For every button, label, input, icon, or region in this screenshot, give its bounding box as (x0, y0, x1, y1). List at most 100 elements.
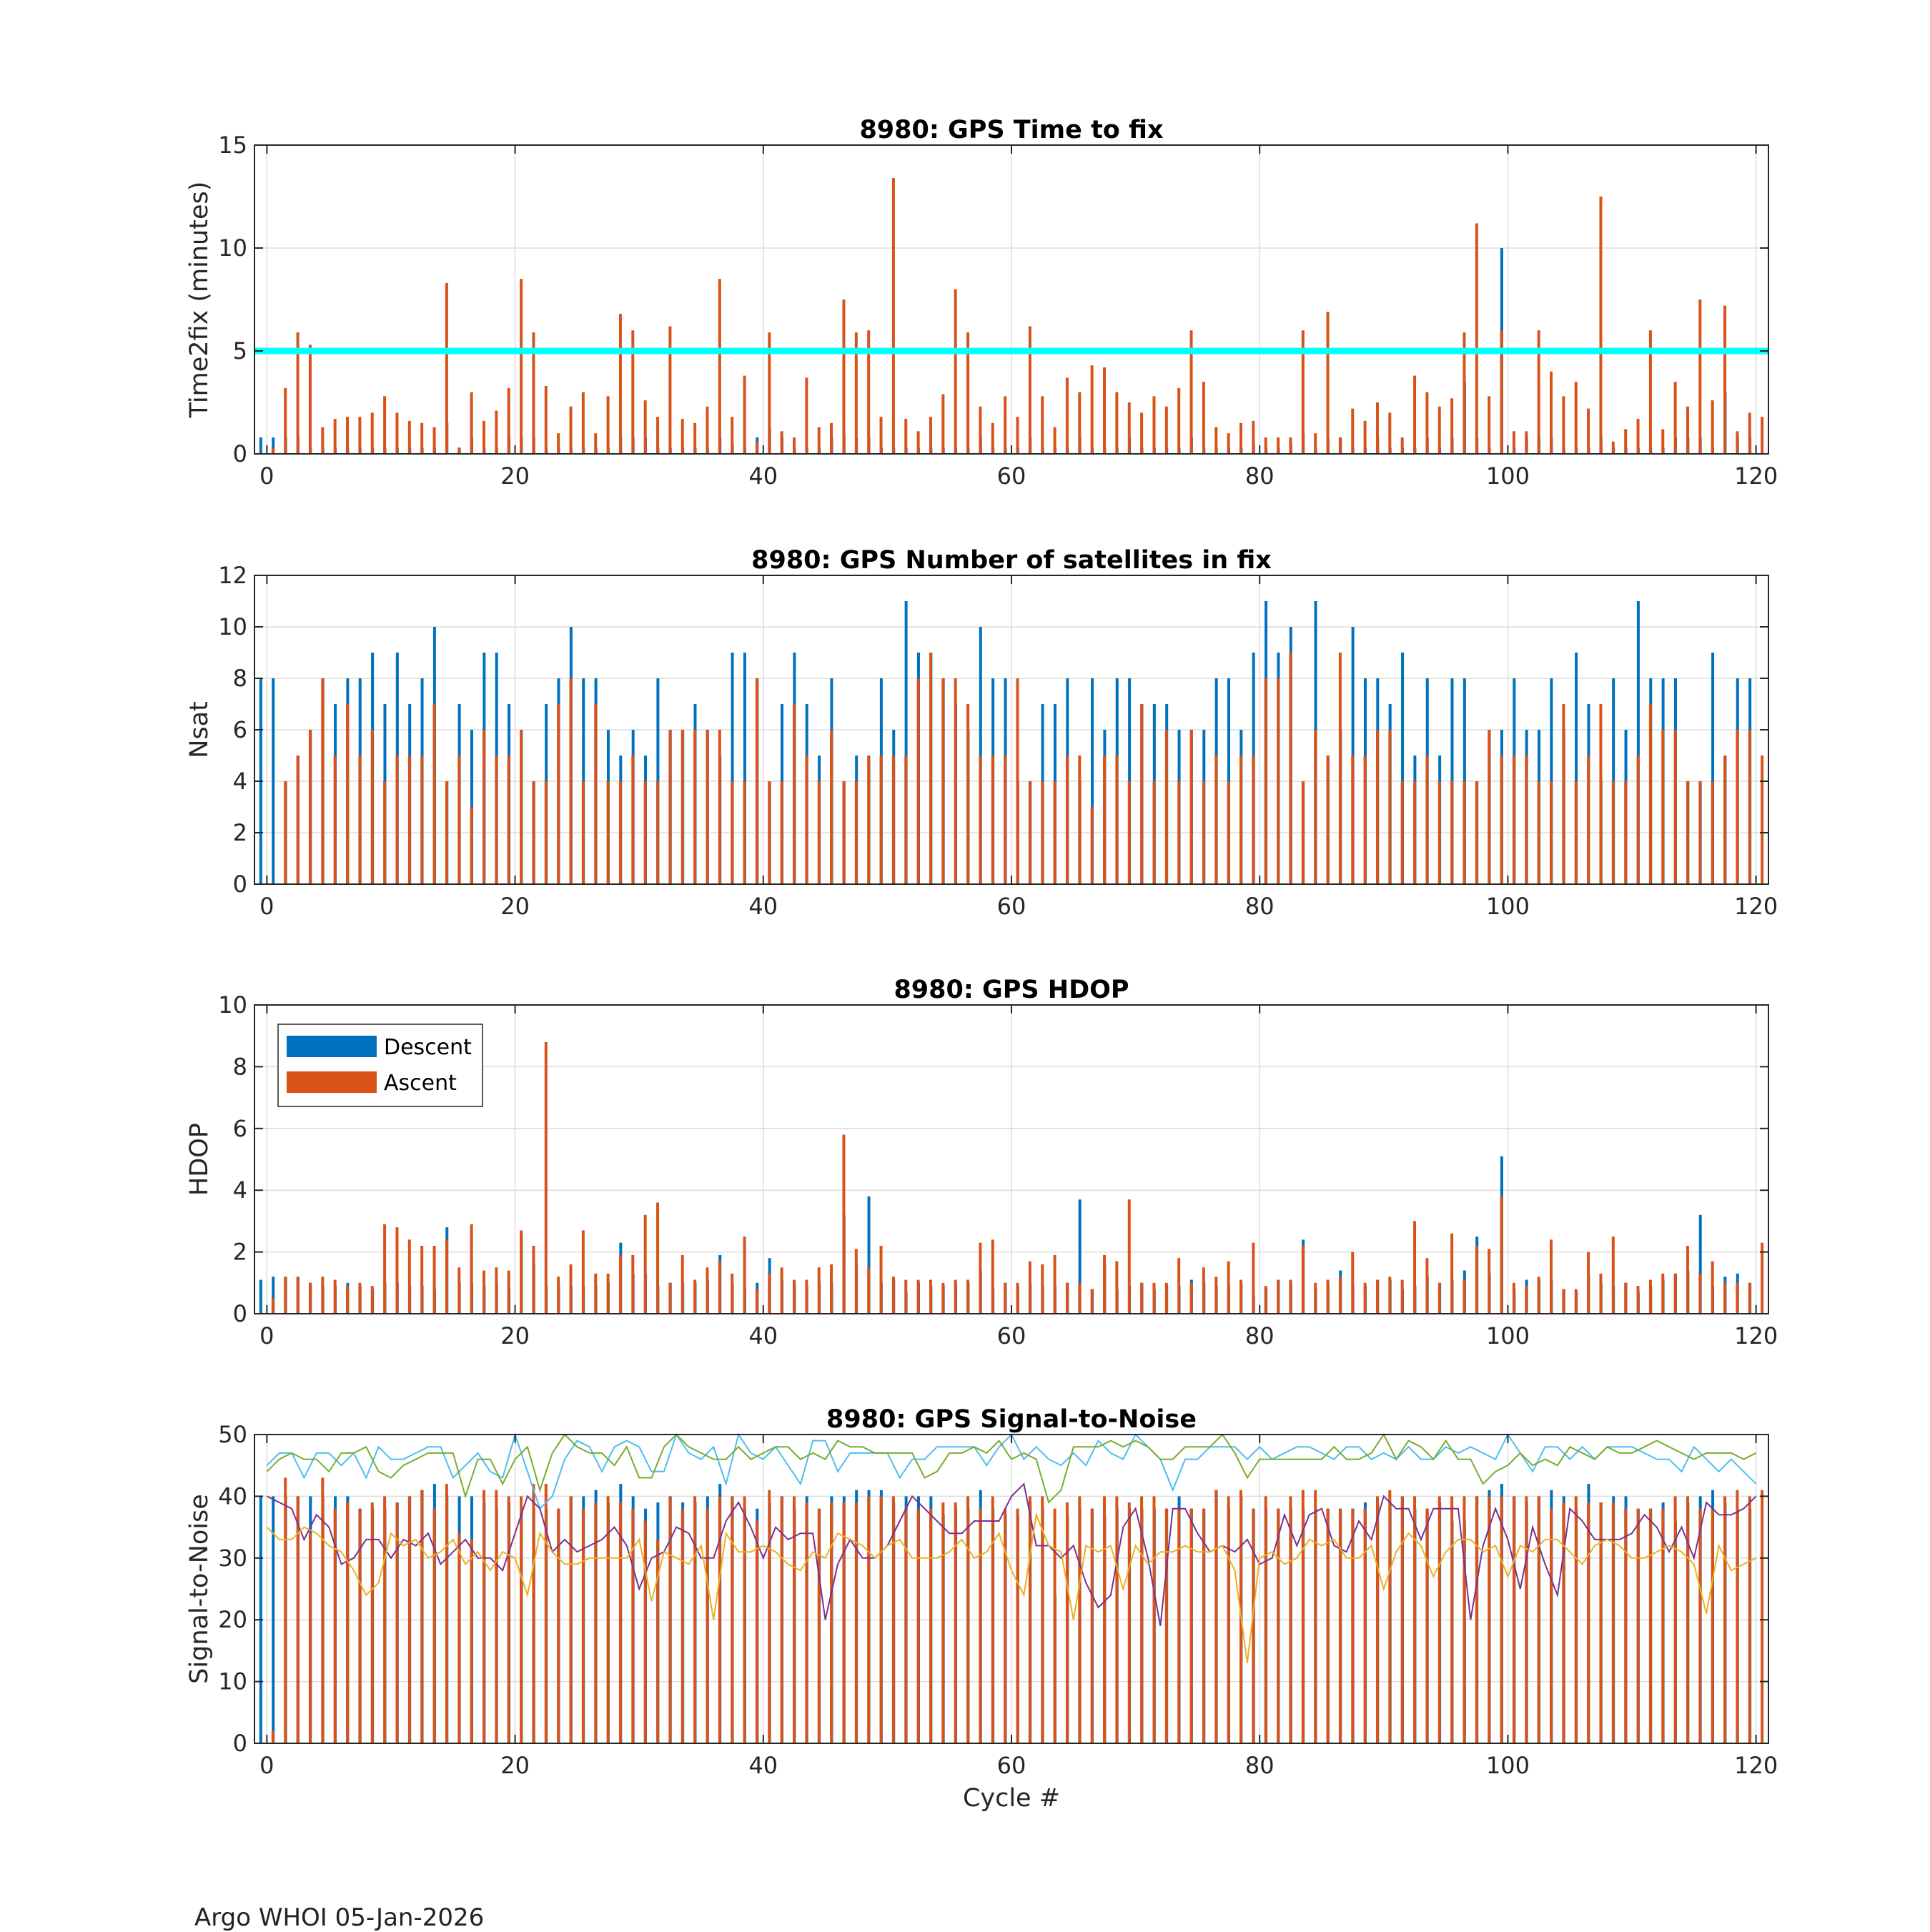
ascent-bar-100 (1512, 756, 1515, 884)
ascent-bar-65 (1078, 1282, 1082, 1314)
ascent-bar-85 (1326, 1508, 1330, 1743)
bars (259, 1041, 1764, 1314)
ascent-bar-86 (1338, 1508, 1342, 1743)
ascent-bar-58 (991, 422, 994, 454)
ascent-bar-93 (1425, 1258, 1429, 1314)
descent-bar-66 (1078, 1199, 1082, 1314)
ascent-bar-42 (793, 1279, 796, 1314)
ascent-bar-47 (854, 332, 858, 454)
ascent-bar-110 (1636, 1286, 1640, 1314)
y-tick-label: 2 (233, 1239, 247, 1266)
ascent-bar-109 (1624, 429, 1628, 454)
ascent-bar-17 (482, 730, 485, 884)
descent-bar-52 (904, 601, 908, 884)
ascent-bar-91 (1400, 1279, 1404, 1314)
ascent-bar-75 (1202, 781, 1205, 884)
ascent-bar-71 (1152, 781, 1156, 884)
ascent-bar-11 (407, 756, 411, 884)
ascent-bar-14 (445, 1239, 448, 1314)
ascent-bar-40 (768, 1490, 771, 1743)
ascent-bar-40 (768, 781, 771, 884)
ascent-bar-7 (358, 1282, 362, 1314)
ascent-bar-8 (370, 730, 374, 884)
ascent-bar-97 (1475, 1496, 1478, 1743)
ascent-bar-43 (805, 1502, 808, 1743)
ascent-bar-117 (1723, 1496, 1727, 1743)
ascent-bar-68 (1115, 1261, 1119, 1314)
ascent-bar-95 (1450, 781, 1454, 884)
ascent-bar-73 (1177, 1258, 1181, 1314)
legend-descent-label: Descent (384, 1035, 472, 1060)
ascent-bar-83 (1301, 1490, 1305, 1743)
ascent-bar-56 (966, 1496, 970, 1743)
ascent-bar-112 (1661, 429, 1665, 454)
ascent-bar-94 (1437, 781, 1441, 884)
ascent-bar-54 (941, 394, 945, 454)
ascent-bar-72 (1164, 1282, 1168, 1314)
ascent-bar-70 (1140, 412, 1144, 454)
ascent-bar-12 (420, 1490, 424, 1743)
ascent-bar-28 (618, 1502, 622, 1743)
ascent-bar-1 (284, 387, 287, 454)
ascent-bar-55 (954, 1279, 957, 1314)
ascent-bar-23 (557, 704, 560, 884)
y-axis-label: HDOP (185, 1123, 214, 1196)
ascent-bar-28 (618, 314, 622, 454)
ascent-bar-48 (867, 756, 871, 884)
ascent-bar-16 (470, 392, 473, 454)
ascent-bar-19 (507, 387, 510, 454)
x-tick-label: 20 (500, 462, 530, 490)
ascent-bar-36 (718, 730, 721, 884)
ascent-bar-92 (1413, 1221, 1417, 1314)
ascent-bar-27 (606, 781, 610, 884)
ascent-bar-64 (1065, 756, 1069, 884)
ascent-bar-80 (1264, 1496, 1267, 1743)
footer-stamp: Argo WHOI 05-Jan-2026 (194, 1903, 485, 1932)
ascent-bar-44 (817, 427, 821, 454)
ascent-bar-37 (731, 1273, 734, 1314)
ascent-bar-105 (1574, 1496, 1578, 1743)
descent-bar-0 (259, 437, 262, 454)
ascent-bar-26 (594, 1273, 598, 1314)
ascent-bar-102 (1537, 330, 1540, 454)
ascent-bar-117 (1723, 756, 1727, 884)
ascent-bar-54 (941, 1502, 945, 1743)
ascent-bar-52 (916, 1279, 920, 1314)
bars (259, 601, 1764, 884)
ascent-bar-52 (916, 678, 920, 884)
ascent-bar-41 (780, 1267, 783, 1314)
x-tick-label: 40 (748, 462, 778, 490)
ascent-bar-3 (308, 1282, 312, 1314)
ascent-bar-35 (706, 730, 709, 884)
ascent-bar-76 (1214, 1490, 1218, 1743)
ascent-bar-112 (1661, 1273, 1665, 1314)
ascent-bar-88 (1363, 1508, 1367, 1743)
ascent-bar-62 (1041, 1264, 1044, 1314)
y-tick-label: 0 (233, 1300, 247, 1327)
x-tick-label: 0 (259, 893, 274, 920)
ascent-bar-115 (1698, 781, 1702, 884)
ascent-bar-59 (1004, 396, 1007, 454)
ascent-bar-11 (407, 1239, 411, 1314)
ascent-bar-13 (432, 1245, 436, 1314)
ascent-bar-69 (1127, 402, 1131, 454)
ascent-bar-6 (346, 704, 350, 884)
ascent-bar-84 (1314, 1282, 1317, 1314)
ascent-bar-7 (358, 417, 362, 454)
chart-snr: 0 20 40 60 80 100 120 0 10 20 30 40 50 8980: GPS Sign… (185, 1405, 1778, 1813)
ascent-bar-64 (1065, 1502, 1069, 1743)
y-tick-label: 6 (233, 716, 247, 743)
ascent-bar-35 (706, 1267, 709, 1314)
ascent-bar-21 (532, 332, 535, 454)
ascent-bar-3 (308, 1533, 312, 1743)
legend-descent-swatch (287, 1036, 377, 1057)
ascent-bar-10 (395, 756, 399, 884)
ascent-bar-29 (631, 330, 635, 454)
y-tick-label: 0 (233, 440, 247, 467)
ascent-bar-87 (1351, 1508, 1355, 1743)
ascent-bar-66 (1090, 365, 1094, 454)
ascent-bar-52 (916, 1508, 920, 1743)
ascent-bar-96 (1463, 332, 1466, 454)
ascent-bar-28 (618, 781, 622, 884)
ascent-bar-89 (1375, 1279, 1379, 1314)
